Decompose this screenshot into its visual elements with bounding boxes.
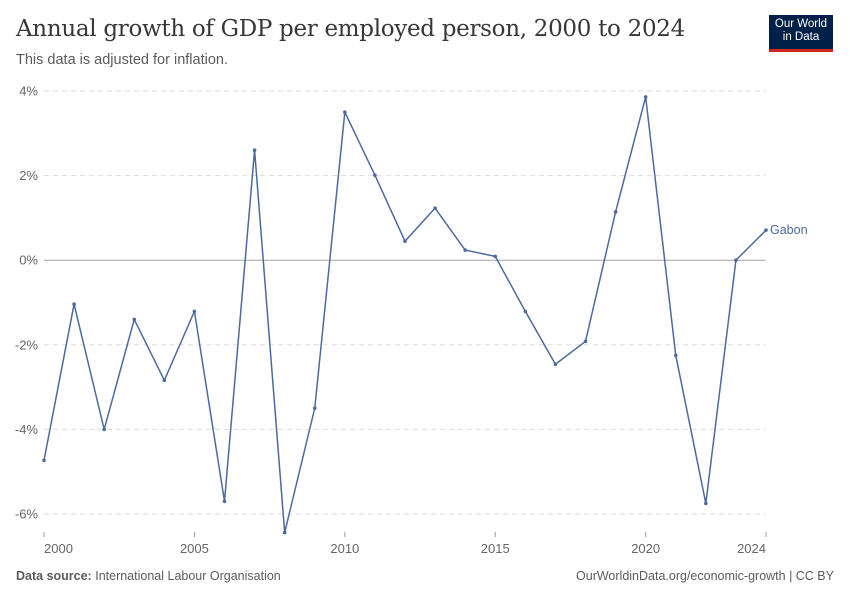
data-point	[673, 353, 678, 358]
data-point	[162, 378, 167, 383]
data-point	[613, 210, 618, 214]
data-source-value[interactable]: International Labour Organisation	[95, 569, 281, 583]
chart-title: Annual growth of GDP per employed person…	[16, 16, 685, 42]
y-tick-label: -6%	[15, 507, 39, 522]
data-point	[523, 309, 528, 314]
data-point	[102, 427, 106, 432]
data-point	[403, 239, 407, 243]
data-point	[493, 254, 498, 259]
data-point	[553, 362, 558, 367]
x-tick-label: 2024	[737, 541, 766, 556]
data-point	[42, 458, 46, 463]
data-source-label: Data source:	[16, 569, 92, 583]
owid-logo[interactable]: Our World in Data	[769, 15, 833, 52]
data-point	[343, 110, 347, 114]
y-tick-label: -4%	[15, 422, 39, 437]
data-point	[252, 148, 257, 153]
data-point	[643, 95, 648, 99]
x-tick-label: 2015	[481, 541, 510, 556]
data-point	[764, 228, 768, 232]
data-point	[734, 258, 738, 263]
data-point	[583, 339, 588, 344]
data-point	[282, 530, 287, 535]
y-tick-label: 4%	[19, 84, 38, 99]
y-tick-label: 0%	[19, 253, 38, 268]
series-label: Gabon	[770, 223, 808, 237]
x-tick-label: 2010	[330, 541, 359, 556]
y-tick-label: 2%	[19, 168, 38, 183]
x-tick-label: 2005	[180, 541, 209, 556]
data-point	[704, 501, 708, 506]
data-point	[72, 302, 76, 306]
x-tick-label: 2020	[631, 541, 660, 556]
data-point	[312, 406, 317, 411]
y-tick-label: -2%	[15, 337, 39, 352]
data-point	[192, 309, 197, 314]
data-source: Data source: International Labour Organi…	[16, 569, 281, 583]
chart-subtitle: This data is adjusted for inflation.	[16, 52, 228, 68]
data-point	[222, 499, 227, 504]
data-point	[433, 206, 437, 210]
data-point	[132, 317, 137, 322]
data-point	[373, 173, 377, 177]
footer-url[interactable]: OurWorldinData.org/economic-growth | CC …	[576, 569, 834, 583]
data-point	[463, 248, 467, 252]
x-tick-label: 2000	[44, 541, 73, 556]
series-line-gabon	[43, 96, 767, 534]
